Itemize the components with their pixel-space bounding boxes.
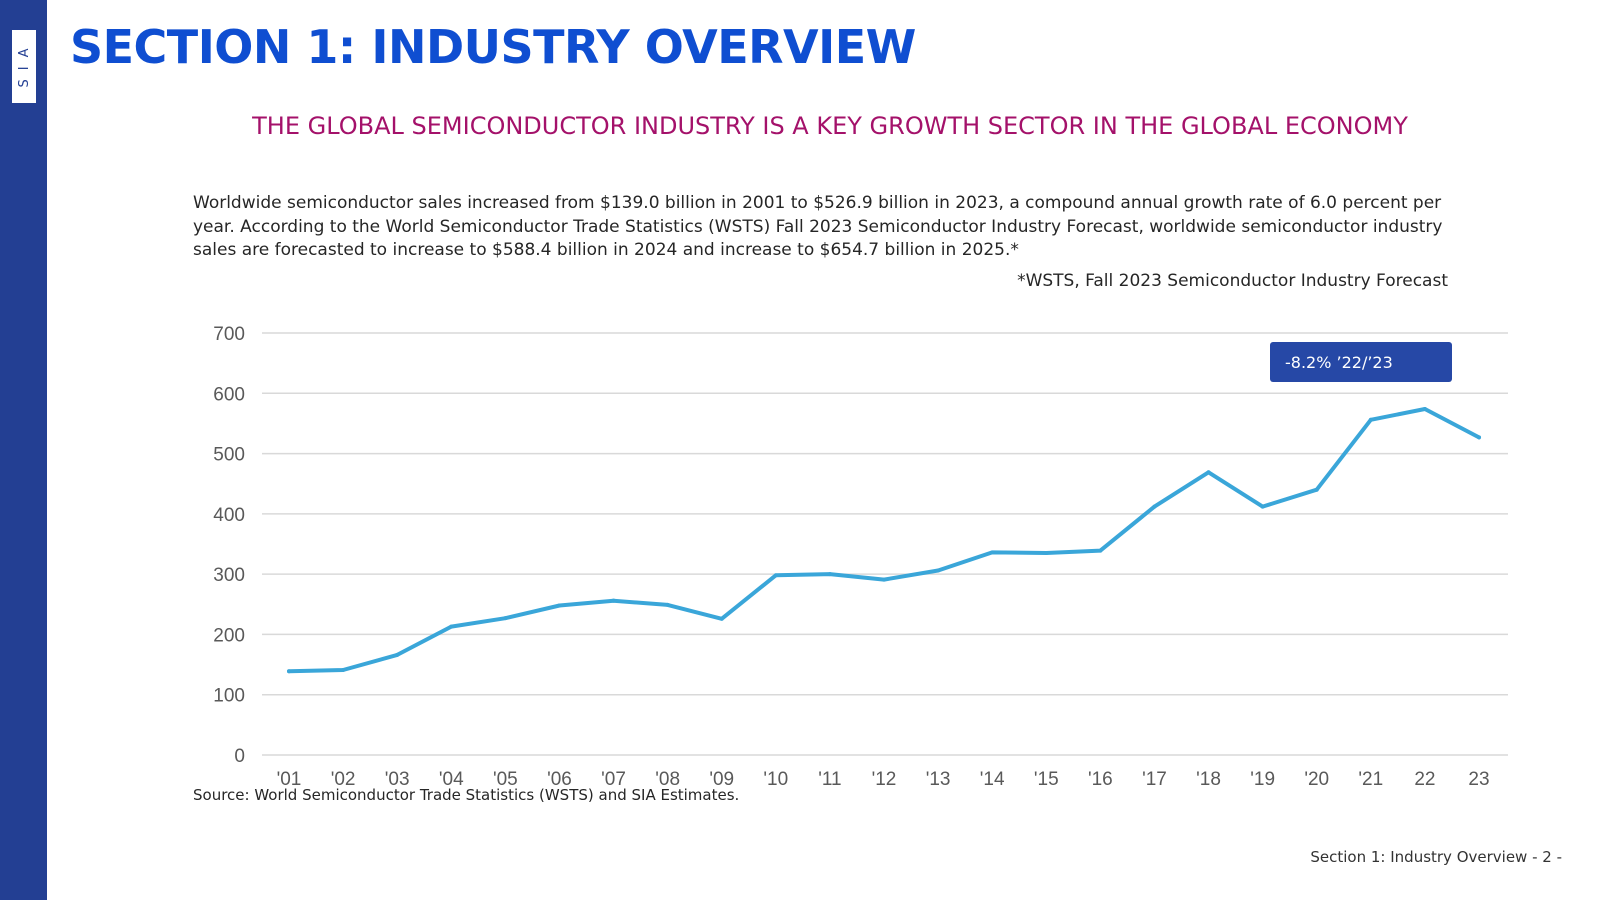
data-point (557, 603, 562, 608)
x-tick-label: '13 (926, 769, 951, 790)
x-tick-label: '06 (547, 769, 572, 790)
y-tick-label: 700 (213, 324, 245, 345)
source-note: Source: World Semiconductor Trade Statis… (193, 786, 740, 804)
y-tick-label: 100 (213, 686, 245, 707)
page-subtitle: THE GLOBAL SEMICONDUCTOR INDUSTRY IS A K… (252, 112, 1408, 140)
data-point (1368, 417, 1373, 422)
x-tick-label: '12 (872, 769, 897, 790)
x-tick-label: '11 (818, 769, 841, 790)
sia-logo: SIA (12, 30, 36, 103)
data-point (1098, 548, 1103, 553)
forecast-note: *WSTS, Fall 2023 Semiconductor Industry … (1017, 271, 1448, 291)
data-point (1152, 504, 1157, 509)
data-point (719, 616, 724, 621)
data-point (1260, 504, 1265, 509)
y-tick-label: 200 (213, 625, 245, 646)
data-point (287, 669, 291, 674)
data-point (611, 598, 616, 603)
data-point (341, 667, 346, 672)
x-tick-label: '02 (331, 769, 356, 790)
description-paragraph: Worldwide semiconductor sales increased … (193, 193, 1443, 260)
sidebar: SIA (0, 0, 47, 900)
data-point (827, 572, 832, 577)
x-tick-label: '20 (1304, 769, 1329, 790)
data-point (665, 602, 670, 607)
page-footer: Section 1: Industry Overview - 2 - (1310, 848, 1562, 866)
x-tick-label: '08 (655, 769, 680, 790)
data-point (1477, 435, 1481, 440)
x-tick-label: '03 (385, 769, 410, 790)
data-point (1314, 487, 1319, 492)
data-point (449, 624, 454, 629)
data-point (503, 616, 508, 621)
x-tick-label: '09 (709, 769, 734, 790)
x-tick-label: '15 (1034, 769, 1059, 790)
data-point (395, 652, 400, 657)
data-point (1422, 406, 1427, 411)
y-tick-label: 500 (213, 445, 245, 466)
x-tick-label: '17 (1142, 769, 1167, 790)
y-tick-label: 400 (213, 505, 245, 526)
data-point (990, 550, 995, 555)
y-tick-label: 300 (213, 565, 245, 586)
x-tick-label: '21 (1358, 769, 1383, 790)
data-point (773, 573, 778, 578)
x-tick-label: '16 (1088, 769, 1113, 790)
sales-series-line (287, 407, 1481, 674)
x-tick-label: '10 (763, 769, 788, 790)
x-tick-label: '05 (493, 769, 518, 790)
data-point (1044, 551, 1049, 556)
x-tick-label: '19 (1250, 769, 1275, 790)
x-tick-label: '04 (439, 769, 464, 790)
y-tick-label: 0 (234, 746, 245, 767)
x-tick-label: '01 (277, 769, 302, 790)
x-tick-label: '07 (601, 769, 626, 790)
data-point (1206, 470, 1211, 475)
data-point (882, 577, 886, 582)
change-callout: -8.2% ’22/’23 (1270, 342, 1452, 382)
data-point (936, 568, 941, 573)
x-tick-label: '14 (980, 769, 1005, 790)
x-tick-label: '18 (1196, 769, 1221, 790)
x-tick-label: 22 (1414, 769, 1435, 790)
y-tick-label: 600 (213, 384, 245, 405)
x-tick-label: 23 (1468, 769, 1489, 790)
section-title: SECTION 1: INDUSTRY OVERVIEW (70, 20, 916, 74)
